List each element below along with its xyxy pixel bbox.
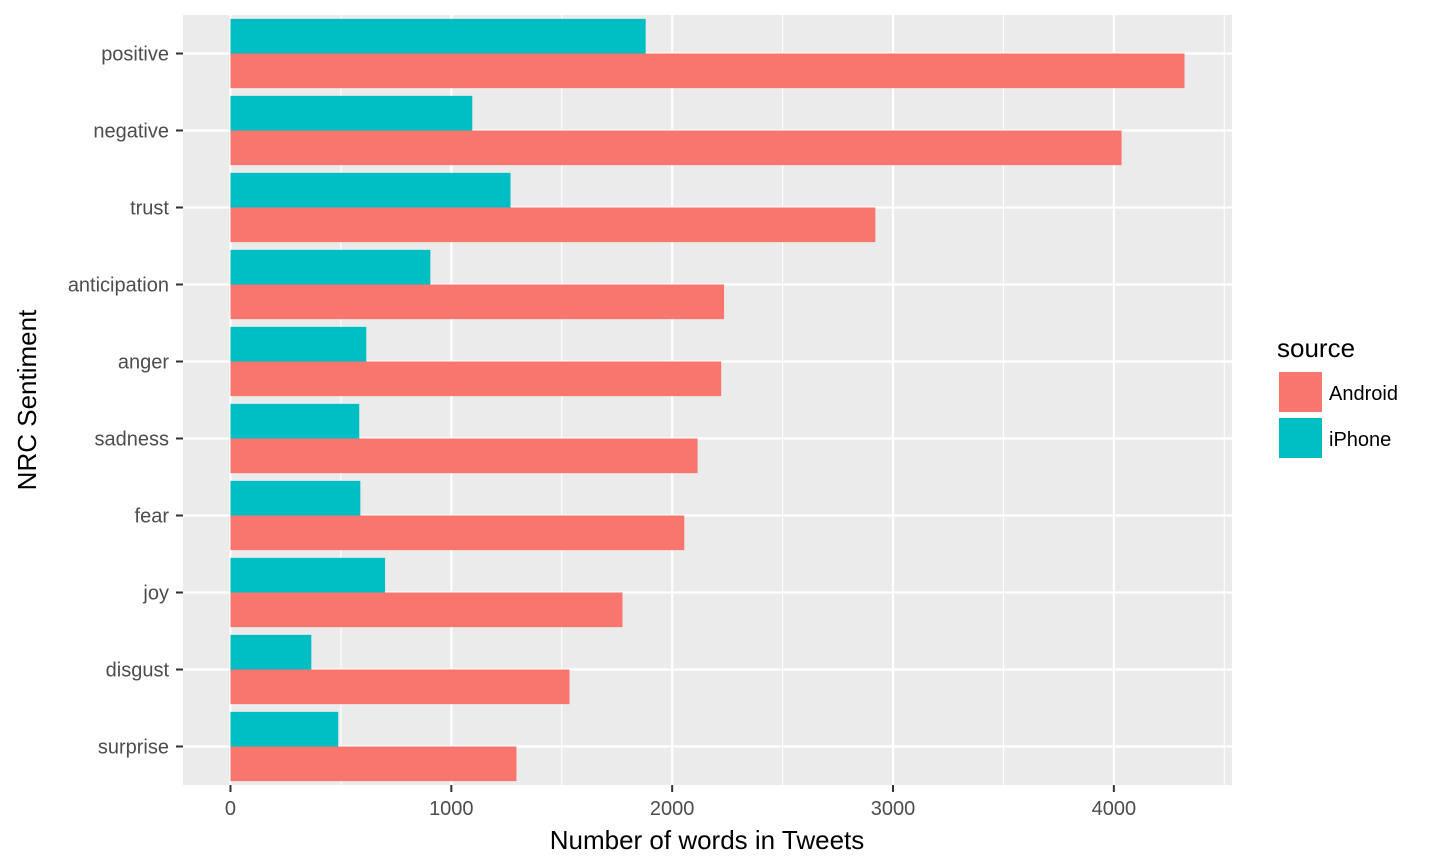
bar-iphone-negative: [230, 95, 473, 131]
legend-label-android: Android: [1329, 383, 1398, 405]
bar-iphone-anticipation: [230, 249, 431, 285]
y-tick-label: anger: [118, 352, 169, 374]
legend-key-iphone: [1279, 418, 1322, 458]
y-tick-label: fear: [135, 506, 170, 528]
legend-title: source: [1277, 333, 1355, 363]
bar-android-anger: [230, 361, 722, 397]
bar-android-joy: [230, 592, 623, 628]
legend-key-android: [1279, 372, 1322, 412]
bar-android-positive: [230, 53, 1185, 89]
x-tick-label: 3000: [871, 798, 916, 820]
x-tick-label: 2000: [650, 798, 695, 820]
bar-iphone-anger: [230, 326, 367, 362]
bar-android-trust: [230, 207, 876, 243]
x-axis-title: Number of words in Tweets: [550, 825, 865, 855]
y-tick-label: joy: [142, 583, 169, 605]
y-tick-label: positive: [101, 44, 169, 66]
x-tick-label: 4000: [1092, 798, 1137, 820]
y-tick-label: anticipation: [68, 275, 169, 297]
y-axis: positive negative trust anticipation anger sa…: [68, 44, 183, 759]
bar-iphone-fear: [230, 480, 361, 516]
y-tick-label: trust: [130, 198, 169, 220]
y-axis-title: NRC Sentiment: [12, 309, 42, 490]
y-tick-label: surprise: [98, 737, 169, 759]
bar-iphone-disgust: [230, 634, 312, 670]
bar-android-anticipation: [230, 284, 725, 320]
bar-android-sadness: [230, 438, 698, 474]
y-tick-label: sadness: [95, 429, 170, 451]
bar-iphone-joy: [230, 557, 386, 593]
bars: [230, 18, 1185, 782]
bar-iphone-trust: [230, 172, 511, 208]
bar-android-surprise: [230, 746, 517, 782]
x-tick-label: 1000: [429, 798, 474, 820]
y-tick-label: disgust: [106, 660, 170, 682]
bar-iphone-positive: [230, 18, 646, 54]
y-tick-label: negative: [93, 121, 169, 143]
x-axis: 0 1000 2000 3000 4000: [225, 785, 1136, 820]
bar-android-negative: [230, 130, 1122, 166]
bar-iphone-surprise: [230, 711, 339, 747]
legend-label-iphone: iPhone: [1329, 429, 1391, 451]
x-tick-label: 0: [225, 798, 236, 820]
bar-android-fear: [230, 515, 685, 551]
bar-iphone-sadness: [230, 403, 360, 439]
bar-android-disgust: [230, 669, 570, 705]
legend: source Android iPhone: [1277, 333, 1398, 458]
